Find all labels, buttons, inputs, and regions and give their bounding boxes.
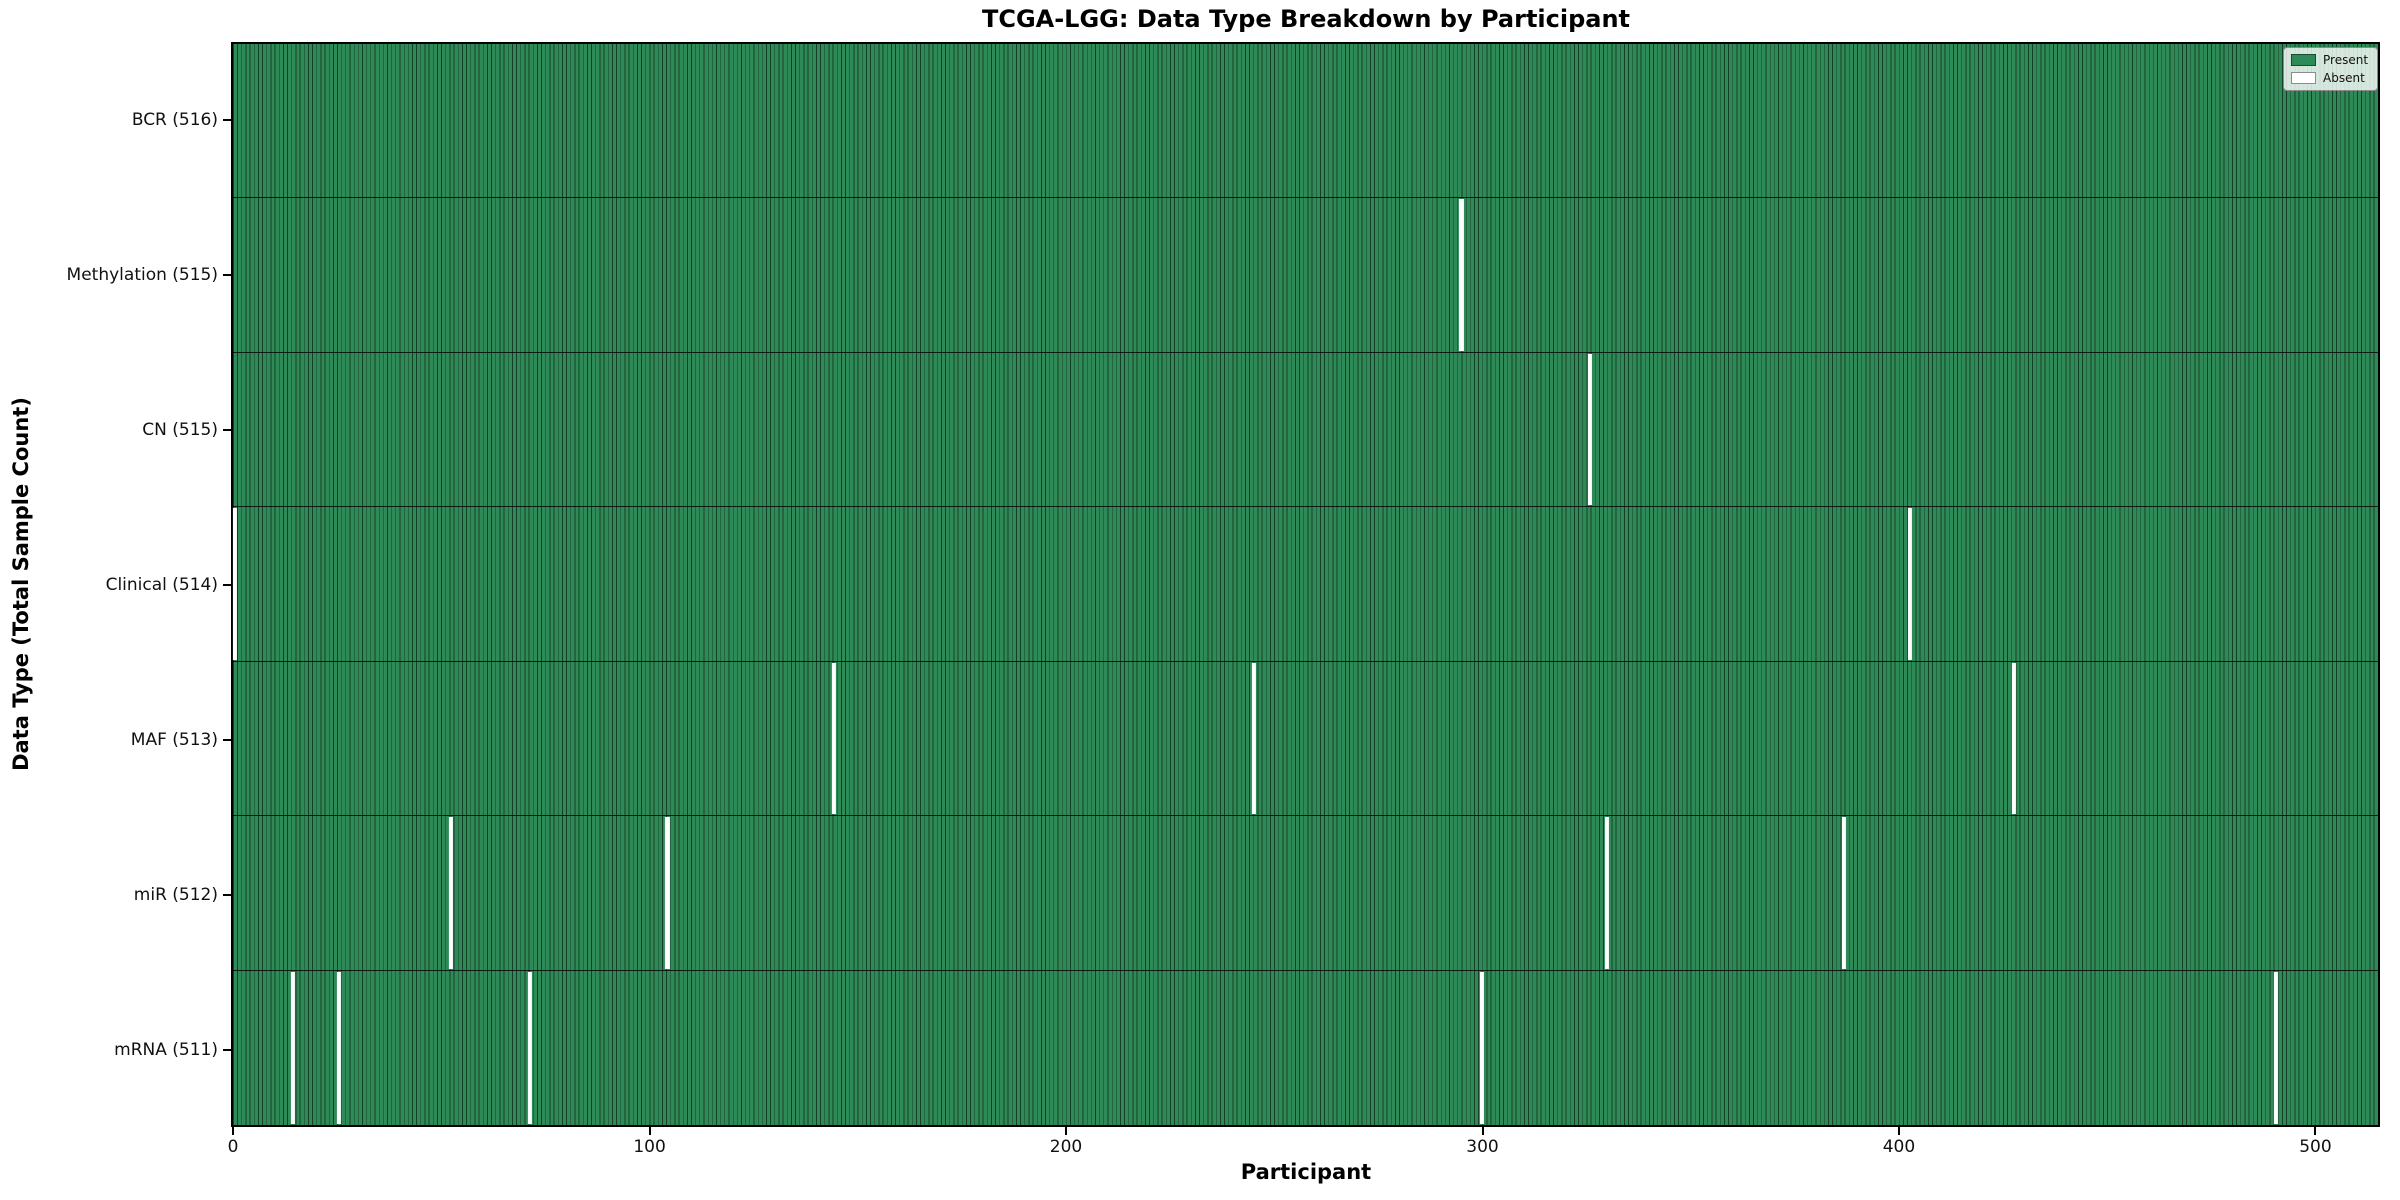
y-tick-mark xyxy=(223,893,231,896)
data-row-Methylation xyxy=(233,198,2378,353)
legend-entry-absent: Absent xyxy=(2291,71,2370,85)
x-tick-mark xyxy=(1897,1127,1900,1135)
y-tick-label-Clinical: Clinical (514) xyxy=(105,574,218,595)
data-row-miR xyxy=(233,816,2378,971)
absent-gap-miR-330 xyxy=(1604,817,1609,969)
data-row-MAF xyxy=(233,662,2378,817)
y-tick-label-BCR: BCR (516) xyxy=(131,109,218,130)
absent-gap-mRNA-25 xyxy=(336,971,342,1124)
absent-gap-CN-326 xyxy=(1588,353,1593,506)
y-tick-mark xyxy=(223,428,231,431)
chart-title: TCGA-LGG: Data Type Breakdown by Partici… xyxy=(981,5,1631,33)
x-tick-label-200: 200 xyxy=(1049,1137,1083,1157)
y-tick-label-CN: CN (515) xyxy=(142,419,218,440)
x-tick-label-400: 400 xyxy=(1882,1137,1916,1157)
x-tick-mark xyxy=(648,1127,651,1135)
data-row-Clinical xyxy=(233,507,2378,662)
absent-swatch-icon xyxy=(2291,72,2316,84)
x-axis-label: Participant xyxy=(1240,1160,1372,1184)
absent-gap-Clinical-0 xyxy=(233,508,238,660)
absent-gap-MAF-144 xyxy=(831,662,836,815)
legend-entry-present: Present xyxy=(2291,53,2370,67)
y-tick-mark xyxy=(223,738,231,741)
x-tick-label-100: 100 xyxy=(633,1137,666,1157)
x-tick-mark xyxy=(2314,1127,2317,1135)
absent-gap-miR-104 xyxy=(665,817,670,969)
y-tick-mark xyxy=(223,118,231,121)
y-tick-label-miR: miR (512) xyxy=(133,884,218,905)
x-tick-label-500: 500 xyxy=(2299,1137,2332,1157)
absent-gap-Methylation-295 xyxy=(1459,199,1464,351)
absent-gap-MAF-245 xyxy=(1251,662,1256,815)
plot-area xyxy=(231,42,2380,1127)
present-swatch-icon xyxy=(2291,54,2316,66)
y-tick-mark xyxy=(223,273,231,276)
data-row-CN xyxy=(233,353,2378,508)
absent-gap-mRNA-14 xyxy=(291,971,296,1124)
absent-gap-Clinical-403 xyxy=(1908,508,1913,660)
x-tick-mark xyxy=(1481,1127,1484,1135)
legend: Present Absent xyxy=(2283,47,2378,91)
y-tick-mark xyxy=(223,583,231,586)
absent-gap-miR-52 xyxy=(449,817,454,969)
absent-gap-mRNA-71 xyxy=(528,971,533,1124)
y-tick-label-mRNA: mRNA (511) xyxy=(114,1039,218,1060)
x-tick-mark xyxy=(1065,1127,1068,1135)
absent-gap-mRNA-491 xyxy=(2274,971,2279,1124)
absent-gap-miR-387 xyxy=(1841,817,1846,969)
absent-gap-MAF-428 xyxy=(2012,662,2017,815)
x-tick-mark xyxy=(232,1127,235,1135)
y-tick-label-MAF: MAF (513) xyxy=(130,729,218,750)
x-tick-label-0: 0 xyxy=(227,1137,239,1157)
legend-absent-label: Absent xyxy=(2323,71,2365,85)
y-tick-label-Methylation: Methylation (515) xyxy=(66,264,218,285)
legend-present-label: Present xyxy=(2323,53,2369,67)
y-tick-mark xyxy=(223,1048,231,1051)
data-row-mRNA xyxy=(233,971,2378,1125)
absent-gap-mRNA-300 xyxy=(1480,971,1485,1124)
data-row-BCR xyxy=(233,44,2378,199)
x-tick-label-300: 300 xyxy=(1466,1137,1499,1157)
